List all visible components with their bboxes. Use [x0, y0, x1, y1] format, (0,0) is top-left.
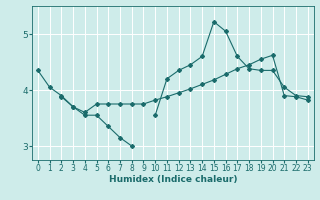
- X-axis label: Humidex (Indice chaleur): Humidex (Indice chaleur): [108, 175, 237, 184]
